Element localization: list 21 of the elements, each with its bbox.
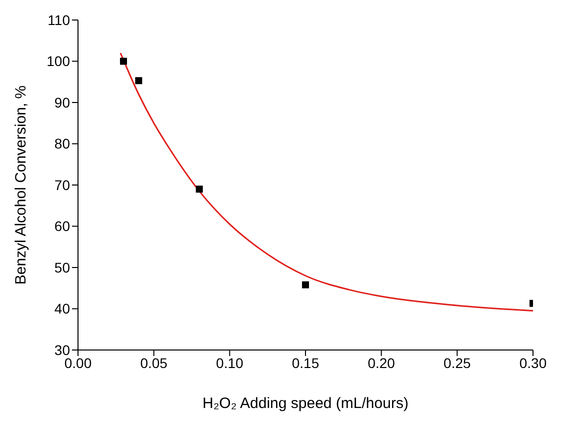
y-tick-label: 80 (54, 136, 70, 152)
line-series (120, 52, 533, 312)
x-tick-label: 0.15 (292, 354, 320, 371)
x-tick-label: 0.25 (444, 354, 472, 371)
y-tick-label: 90 (54, 94, 70, 110)
x-axis-title: H₂O₂ Adding speed (mL/hours) (202, 395, 408, 412)
point (120, 58, 127, 65)
y-tick-label: 50 (54, 259, 70, 276)
point (135, 77, 142, 84)
y-tick-label: 60 (54, 218, 70, 234)
x-tick-label: 0.10 (216, 354, 244, 371)
x-tick-label: 0.30 (519, 354, 547, 371)
x-tick-label: 0.05 (140, 354, 168, 371)
y-tick-label: 70 (54, 176, 70, 193)
y-tick-label: 110 (48, 12, 70, 28)
point (196, 186, 203, 193)
y-tick-label: 100 (46, 53, 70, 70)
y-tick-label: 40 (54, 300, 70, 317)
y-axis-title: Benzyl Alcohol Conversion, % (12, 85, 30, 285)
point (302, 281, 309, 288)
x-tick-label: 0.20 (368, 354, 396, 371)
